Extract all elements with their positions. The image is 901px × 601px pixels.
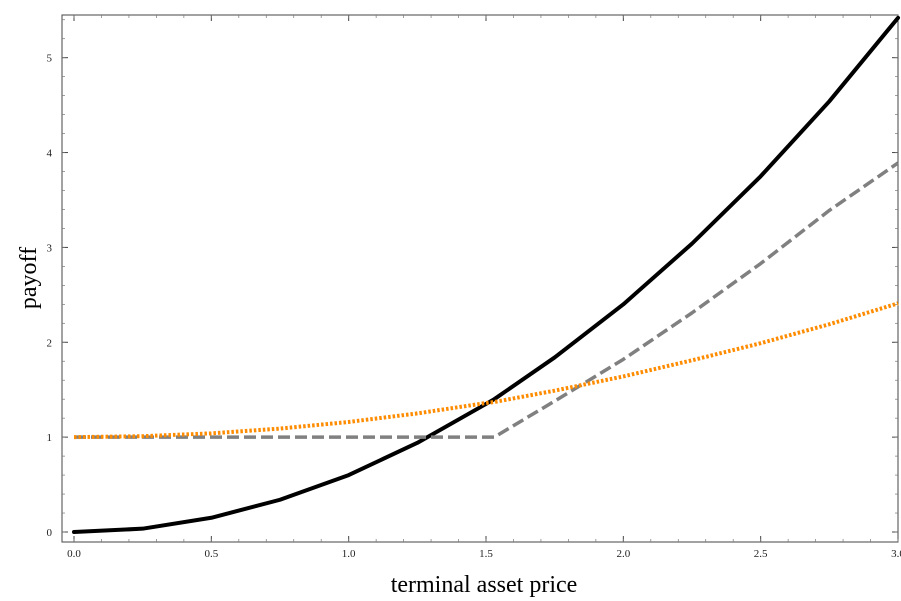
series-line-dashed: [74, 161, 899, 439]
y-tick-label: 5: [47, 53, 53, 65]
x-axis-label: terminal asset price: [391, 572, 578, 598]
series-line-solid: [72, 15, 900, 534]
x-tick-label: 2.5: [754, 548, 768, 560]
y-tick-label: 3: [47, 242, 53, 254]
x-tick-label: 1.0: [342, 548, 356, 560]
x-tick-label: 3.0: [891, 548, 901, 560]
y-tick-label: 1: [47, 432, 53, 444]
y-tick-label: 4: [47, 148, 53, 160]
y-tick-label: 0: [47, 527, 53, 539]
x-tick-label: 1.5: [479, 548, 493, 560]
y-tick-label: 2: [47, 337, 53, 349]
y-axis-label: payoff: [16, 247, 42, 309]
series-lines: [72, 15, 900, 534]
series-line-dotted: [73, 301, 899, 440]
x-axis-ticks: 0.0 0.5 1.0 1.5 2.0 2.5 3.0: [67, 15, 901, 560]
x-tick-label: 2.0: [616, 548, 630, 560]
plot-frame: [61, 14, 899, 543]
y-axis-ticks: 0 1 2 3 4 5: [47, 19, 898, 539]
x-tick-label: 0.5: [204, 548, 218, 560]
x-tick-label: 0.0: [67, 548, 81, 560]
